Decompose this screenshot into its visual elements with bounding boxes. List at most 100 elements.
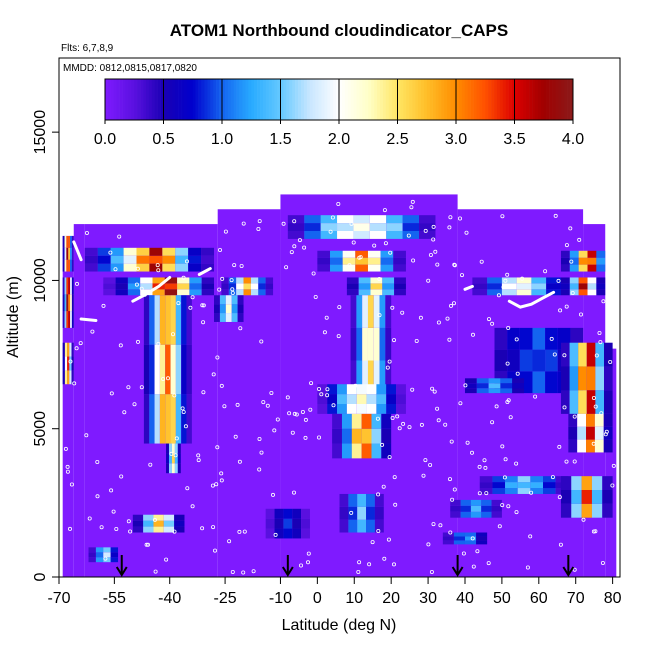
colorbar-step	[526, 79, 530, 120]
cloud-cell	[479, 482, 493, 489]
cloud-cell	[346, 289, 359, 296]
sample-point	[431, 522, 436, 527]
sample-point	[447, 225, 452, 230]
colorbar-step	[456, 79, 460, 120]
sample-point	[174, 436, 179, 441]
sample-point	[111, 509, 116, 514]
cloud-cell	[177, 463, 181, 474]
cloud-cell	[69, 370, 72, 385]
cloud-cell	[181, 295, 187, 345]
colorbar-step	[356, 79, 360, 120]
cloud-cell	[70, 294, 72, 312]
sample-point	[525, 565, 530, 570]
sample-point	[215, 445, 220, 450]
colorbar-step	[479, 79, 483, 120]
colorbar-step	[224, 79, 229, 120]
cloud-cell	[341, 428, 352, 444]
sample-point	[257, 467, 262, 472]
colorbar-tick-label: 1.5	[269, 131, 291, 148]
sample-point	[600, 561, 605, 566]
cloud-cell	[460, 499, 471, 506]
sample-point	[272, 428, 277, 433]
cloud-cell	[140, 277, 153, 284]
cloud-cell	[103, 547, 111, 553]
cloud-cell	[201, 289, 215, 296]
cloud-cell	[132, 514, 144, 521]
cloud-cell	[481, 505, 492, 512]
x-tick-label: 20	[382, 590, 400, 607]
colorbar-step	[195, 79, 199, 120]
sample-point	[550, 475, 555, 480]
sample-point	[238, 326, 243, 331]
sample-point	[139, 385, 144, 390]
cloud-cell	[374, 519, 384, 533]
cloud-cell	[604, 342, 613, 367]
colorbar-step	[350, 79, 354, 120]
cloud-cell	[243, 289, 251, 296]
cloud-cell	[450, 505, 461, 512]
cloud-cell	[581, 476, 592, 491]
cloud-cell	[379, 327, 386, 361]
cloud-cell	[358, 277, 371, 284]
cloud-cell	[149, 394, 155, 444]
sample-point	[494, 404, 499, 409]
sample-point	[230, 287, 235, 292]
cloud-cell	[500, 388, 513, 394]
colorbar-step	[140, 79, 144, 120]
sample-point	[386, 537, 391, 542]
cloud-cell	[382, 289, 395, 296]
cloud-cell	[532, 371, 546, 394]
sample-point	[449, 439, 454, 444]
colorbar-step	[245, 79, 249, 120]
cloud-cell	[71, 342, 74, 357]
cloud-cell	[332, 428, 342, 444]
sample-point	[380, 442, 385, 447]
sample-point	[270, 492, 275, 497]
chart-title: ATOM1 Northbound cloudindicator_CAPS	[170, 21, 508, 40]
cloud-cell	[578, 390, 587, 414]
colorbar-step	[520, 79, 524, 120]
sample-points	[63, 199, 616, 575]
cloud-cell	[68, 311, 71, 328]
sample-point	[459, 273, 464, 278]
sample-point	[486, 317, 491, 322]
cloud-cell	[320, 231, 338, 239]
sample-point	[558, 308, 563, 313]
cloud-cell	[132, 520, 144, 527]
sample-point	[103, 556, 108, 561]
sample-point	[219, 383, 224, 388]
cloud-cell	[258, 277, 266, 284]
cloud-cell	[560, 390, 570, 414]
colorbar-step	[447, 79, 451, 120]
cloud-cell	[512, 388, 525, 394]
colorbar-step	[306, 79, 311, 120]
cloud-cell	[175, 344, 182, 395]
sample-point	[126, 519, 131, 524]
cloud-cell	[62, 356, 65, 371]
sample-point	[387, 359, 392, 364]
cloud-cell	[258, 289, 266, 296]
sample-point	[357, 560, 362, 565]
cloud-cell	[453, 540, 465, 545]
colorbar-step	[467, 79, 471, 120]
cloud-cell	[64, 235, 67, 248]
colorbar-step	[362, 79, 366, 120]
cloud-cell	[587, 277, 597, 284]
cloud-cell	[591, 503, 603, 518]
colorbar-step	[134, 79, 138, 120]
sample-point	[418, 315, 423, 320]
colorbar-step	[561, 79, 565, 120]
cloud-cell	[221, 289, 229, 296]
sample-point	[457, 216, 462, 221]
sample-point	[165, 376, 170, 381]
sample-point	[200, 526, 205, 531]
cloud-cell	[501, 277, 517, 284]
sample-point	[95, 494, 100, 499]
colorbar-tick-label: 4.0	[562, 131, 584, 148]
cloud-cell	[366, 404, 377, 414]
sample-point	[212, 548, 217, 553]
colorbar-step	[394, 79, 398, 120]
cloud-cell	[70, 235, 72, 248]
cloud-cell	[545, 349, 558, 372]
sample-point	[139, 286, 144, 291]
